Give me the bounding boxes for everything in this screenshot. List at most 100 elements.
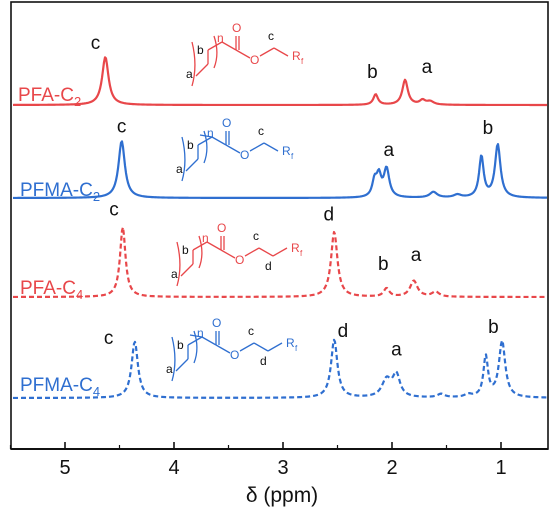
peak-label-a: a	[422, 57, 433, 78]
spectrum-line	[12, 226, 548, 299]
repeat-n: n	[202, 231, 209, 245]
bond	[272, 247, 288, 257]
series-pfma-c4: PFMA-C4 c d a b	[12, 317, 548, 400]
peak-label-c: c	[109, 200, 119, 221]
struct-label-d: d	[265, 259, 272, 273]
struct-label-c: c	[258, 124, 264, 138]
bond	[215, 344, 231, 354]
x-axis-ticks: 5 4 3 2 1	[9, 442, 507, 479]
struct-label-b: b	[187, 138, 194, 152]
bracket-right	[198, 235, 203, 269]
x-tick-label: 3	[277, 457, 288, 479]
bracket-left	[181, 136, 186, 182]
bond	[258, 247, 274, 257]
spectrum-line	[12, 56, 548, 107]
bond	[267, 342, 283, 352]
series-label: PFMA-C4	[20, 375, 100, 399]
x-tick-label: 4	[168, 457, 179, 479]
bond	[253, 342, 269, 352]
bond	[199, 134, 213, 138]
bond	[195, 63, 209, 77]
carbonyl-o: O	[217, 221, 226, 235]
bond	[187, 336, 203, 346]
bond	[235, 49, 251, 59]
x-axis-title: δ (ppm)	[246, 484, 318, 507]
series-label: PFMA-C2	[20, 180, 100, 204]
rf-sub: f	[295, 344, 298, 353]
carbonyl-o: O	[222, 116, 231, 130]
peak-label-d: d	[338, 321, 349, 342]
x-tick-label: 5	[59, 457, 70, 479]
bond	[263, 142, 279, 152]
struct-label-b: b	[197, 43, 204, 57]
bracket-right	[213, 35, 218, 69]
rf-text: R	[291, 241, 300, 255]
rf-text: R	[286, 336, 295, 350]
peak-label-b: b	[483, 118, 494, 139]
series-label: PFA-C2	[18, 85, 81, 109]
peak-label-b: b	[488, 317, 499, 338]
ester-o: O	[230, 348, 239, 362]
peak-label-d: d	[323, 205, 334, 226]
ester-o: O	[240, 148, 249, 162]
bond	[175, 358, 189, 372]
bracket-right	[203, 130, 208, 164]
bond	[273, 47, 289, 57]
repeat-n: n	[197, 326, 204, 340]
bond	[189, 334, 203, 338]
ester-o: O	[250, 53, 259, 67]
bond	[259, 47, 275, 57]
peak-label-a: a	[411, 245, 422, 266]
series-pfa-c4: PFA-C4c db a	[12, 200, 548, 302]
bond	[220, 249, 236, 259]
bond	[244, 247, 260, 257]
spectrum-line	[12, 338, 548, 400]
peak-label-a: a	[391, 340, 402, 361]
peak-label-c: c	[117, 116, 127, 137]
repeat-n: n	[217, 31, 224, 45]
bond	[225, 144, 241, 154]
struct-label-a: a	[186, 67, 193, 81]
rf-sub: f	[301, 57, 304, 66]
repeat-n: n	[207, 126, 214, 140]
ester-o: O	[235, 253, 244, 267]
bond	[192, 241, 208, 251]
peak-label-c: c	[104, 328, 114, 349]
spectrum-line	[12, 140, 548, 200]
carbonyl-o: O	[232, 21, 241, 35]
struct-label-a: a	[171, 267, 178, 281]
struct-label-c: c	[268, 29, 274, 43]
series-label: PFA-C4	[20, 278, 83, 302]
carbonyl-o: O	[212, 316, 221, 330]
struct-label-b: b	[177, 338, 184, 352]
rf-sub: f	[291, 152, 294, 161]
bond	[185, 158, 199, 172]
bond	[197, 136, 213, 146]
struct-label-d: d	[260, 354, 267, 368]
bond	[207, 41, 223, 51]
peak-label-b: b	[367, 62, 378, 83]
bracket-right	[193, 330, 198, 364]
rf-text: R	[292, 49, 301, 63]
struct-label-c: c	[248, 324, 254, 338]
bond	[201, 336, 217, 346]
rf-text: R	[282, 144, 291, 158]
struct-label-c: c	[253, 229, 259, 243]
rf-sub: f	[300, 249, 303, 258]
bracket-left	[171, 336, 176, 382]
bracket-left	[176, 241, 181, 287]
bracket-left	[191, 41, 196, 87]
bond	[249, 142, 265, 152]
x-tick-label: 1	[495, 457, 506, 479]
peak-label-a: a	[383, 140, 394, 161]
struct-label-b: b	[182, 243, 189, 257]
bond	[211, 136, 227, 146]
struct-label-a: a	[176, 162, 183, 176]
